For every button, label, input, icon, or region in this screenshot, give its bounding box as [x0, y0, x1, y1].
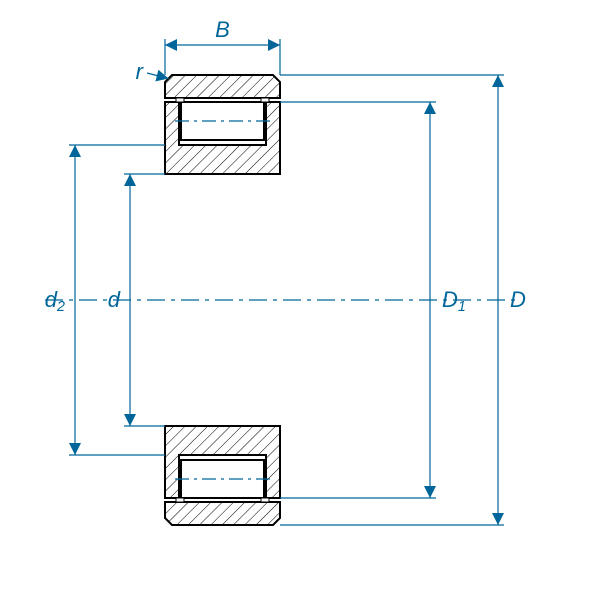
label-D: D: [510, 287, 526, 312]
label-d: d: [108, 287, 121, 312]
bearing-cross-section-diagram: Br d d2 D1 D: [0, 0, 600, 600]
label-r: r: [136, 59, 145, 84]
label-d2: d2: [45, 287, 65, 315]
label-D1: D1: [442, 287, 466, 315]
label-B: B: [215, 17, 230, 42]
